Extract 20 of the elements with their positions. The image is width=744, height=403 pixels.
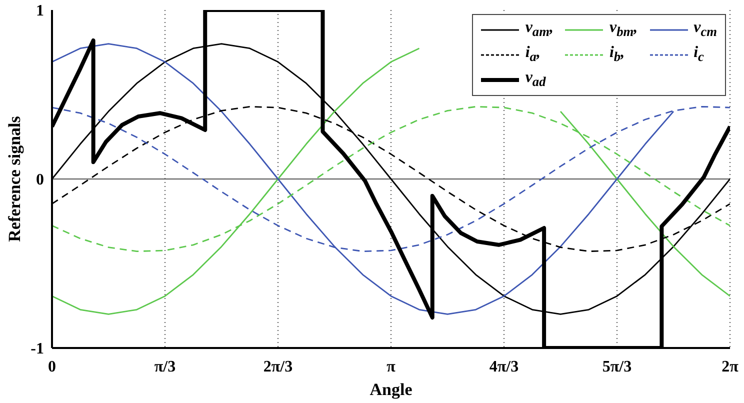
legend-label: v$_{cm}$ bbox=[694, 18, 717, 42]
legend-label: i$_{c}$ bbox=[694, 43, 704, 66]
legend-label: i$_{b}$, bbox=[609, 43, 625, 66]
x-tick-label: 2π bbox=[722, 358, 739, 376]
line-series bbox=[52, 10, 730, 348]
x-tick-label: π bbox=[386, 358, 396, 376]
x-tick-label: 2π/3 bbox=[263, 358, 293, 376]
x-tick-label: π/3 bbox=[154, 358, 176, 376]
y-tick-label: 1 bbox=[36, 2, 44, 20]
legend-label: v$_{ad}$ bbox=[525, 68, 546, 92]
y-tick-label: 0 bbox=[36, 172, 44, 189]
legend-label: v$_{am}$, bbox=[525, 18, 554, 42]
x-axis-title: Angle bbox=[370, 380, 413, 399]
x-tick-label: 4π/3 bbox=[489, 358, 519, 376]
legend-label: i$_{a}$, bbox=[525, 43, 540, 66]
y-axis-title: Reference signals bbox=[5, 116, 24, 242]
x-tick-label: 0 bbox=[48, 358, 56, 376]
x-tick-label: 5π/3 bbox=[602, 358, 632, 376]
y-tick-label: -1 bbox=[30, 340, 44, 358]
legend-label: v$_{bm}$, bbox=[609, 18, 638, 42]
